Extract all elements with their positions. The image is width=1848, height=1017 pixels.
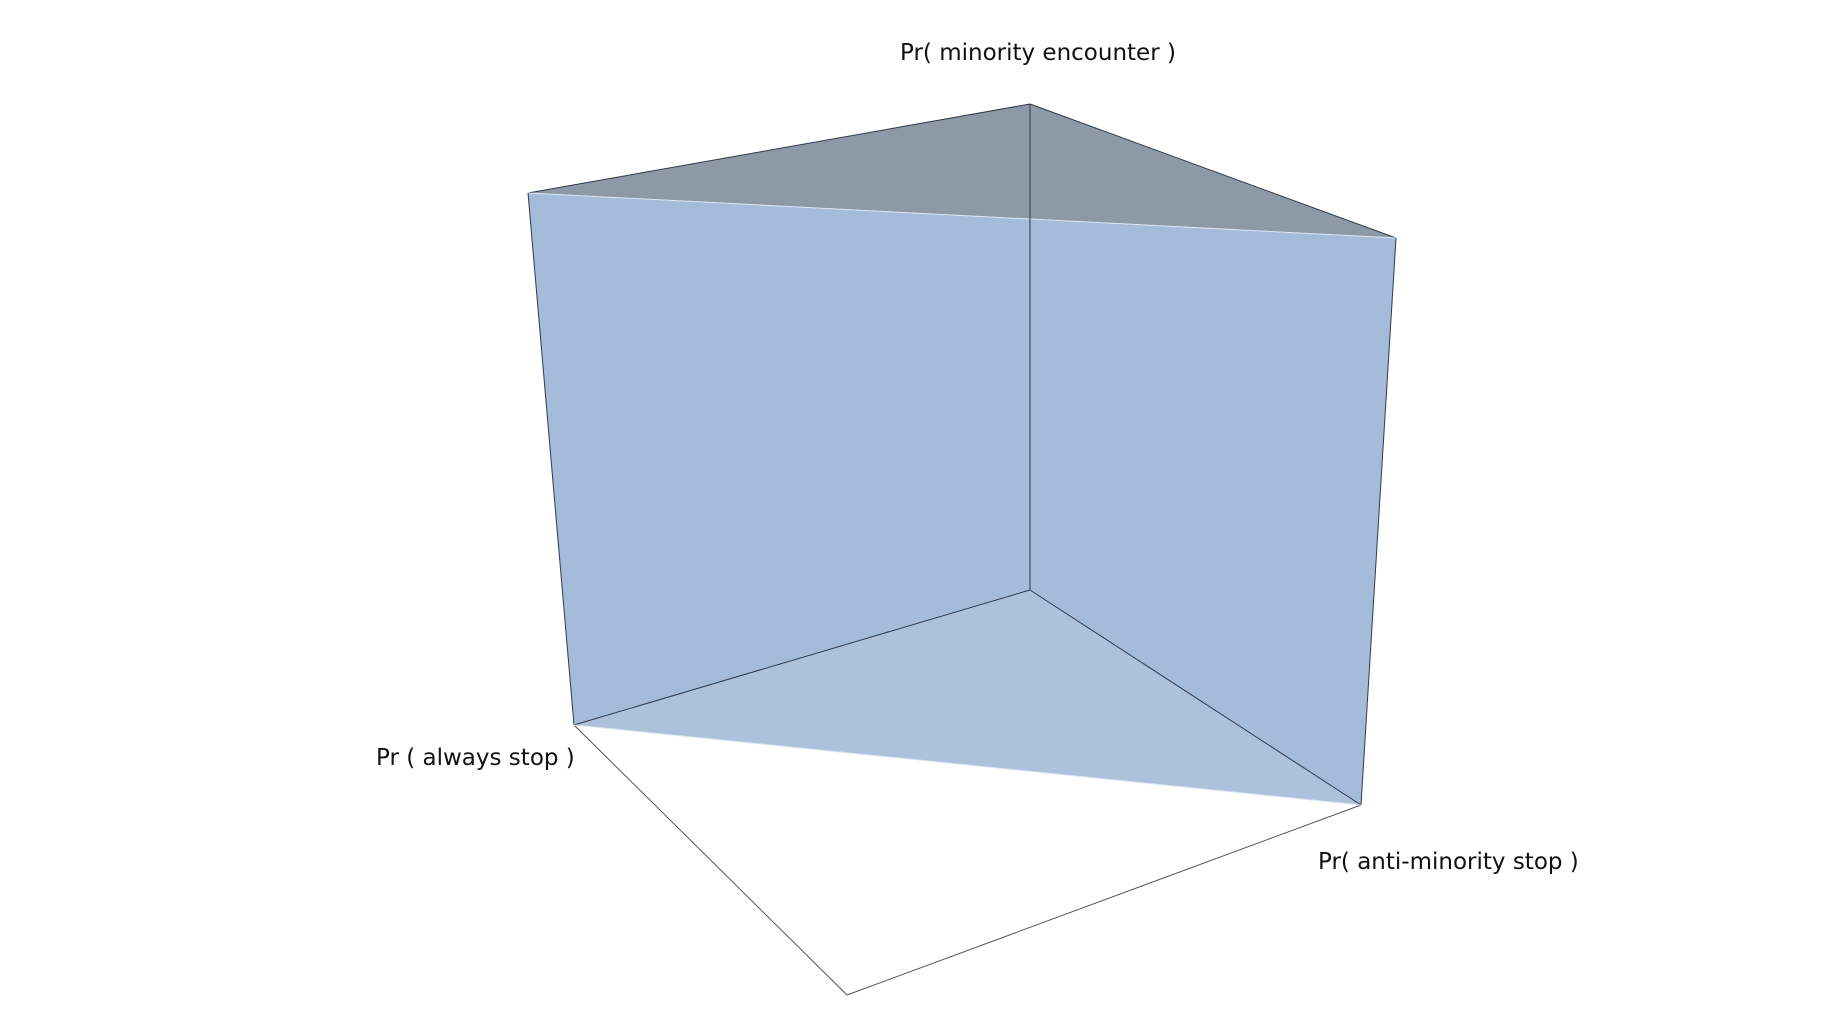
face-top xyxy=(528,104,1396,238)
floor-edge-right xyxy=(846,804,1362,996)
edge-top-front xyxy=(527,192,1397,239)
axis-label-anti-minority-stop: Pr( anti-minority stop ) xyxy=(1318,849,1579,875)
edge-vertical-left xyxy=(527,192,575,726)
floor-edge-left xyxy=(573,724,848,996)
edge-bottom-back-right xyxy=(1029,589,1362,806)
edge-top-left xyxy=(527,103,1031,194)
edge-vertical-right xyxy=(1360,237,1397,806)
axis-label-minority-encounter: Pr( minority encounter ) xyxy=(900,40,1176,66)
edge-bottom-front xyxy=(573,724,1362,806)
edge-top-right xyxy=(1029,103,1397,239)
axis-label-always-stop: Pr ( always stop ) xyxy=(376,745,575,771)
edge-bottom-back-left xyxy=(573,589,1031,726)
face-front xyxy=(528,193,1396,805)
